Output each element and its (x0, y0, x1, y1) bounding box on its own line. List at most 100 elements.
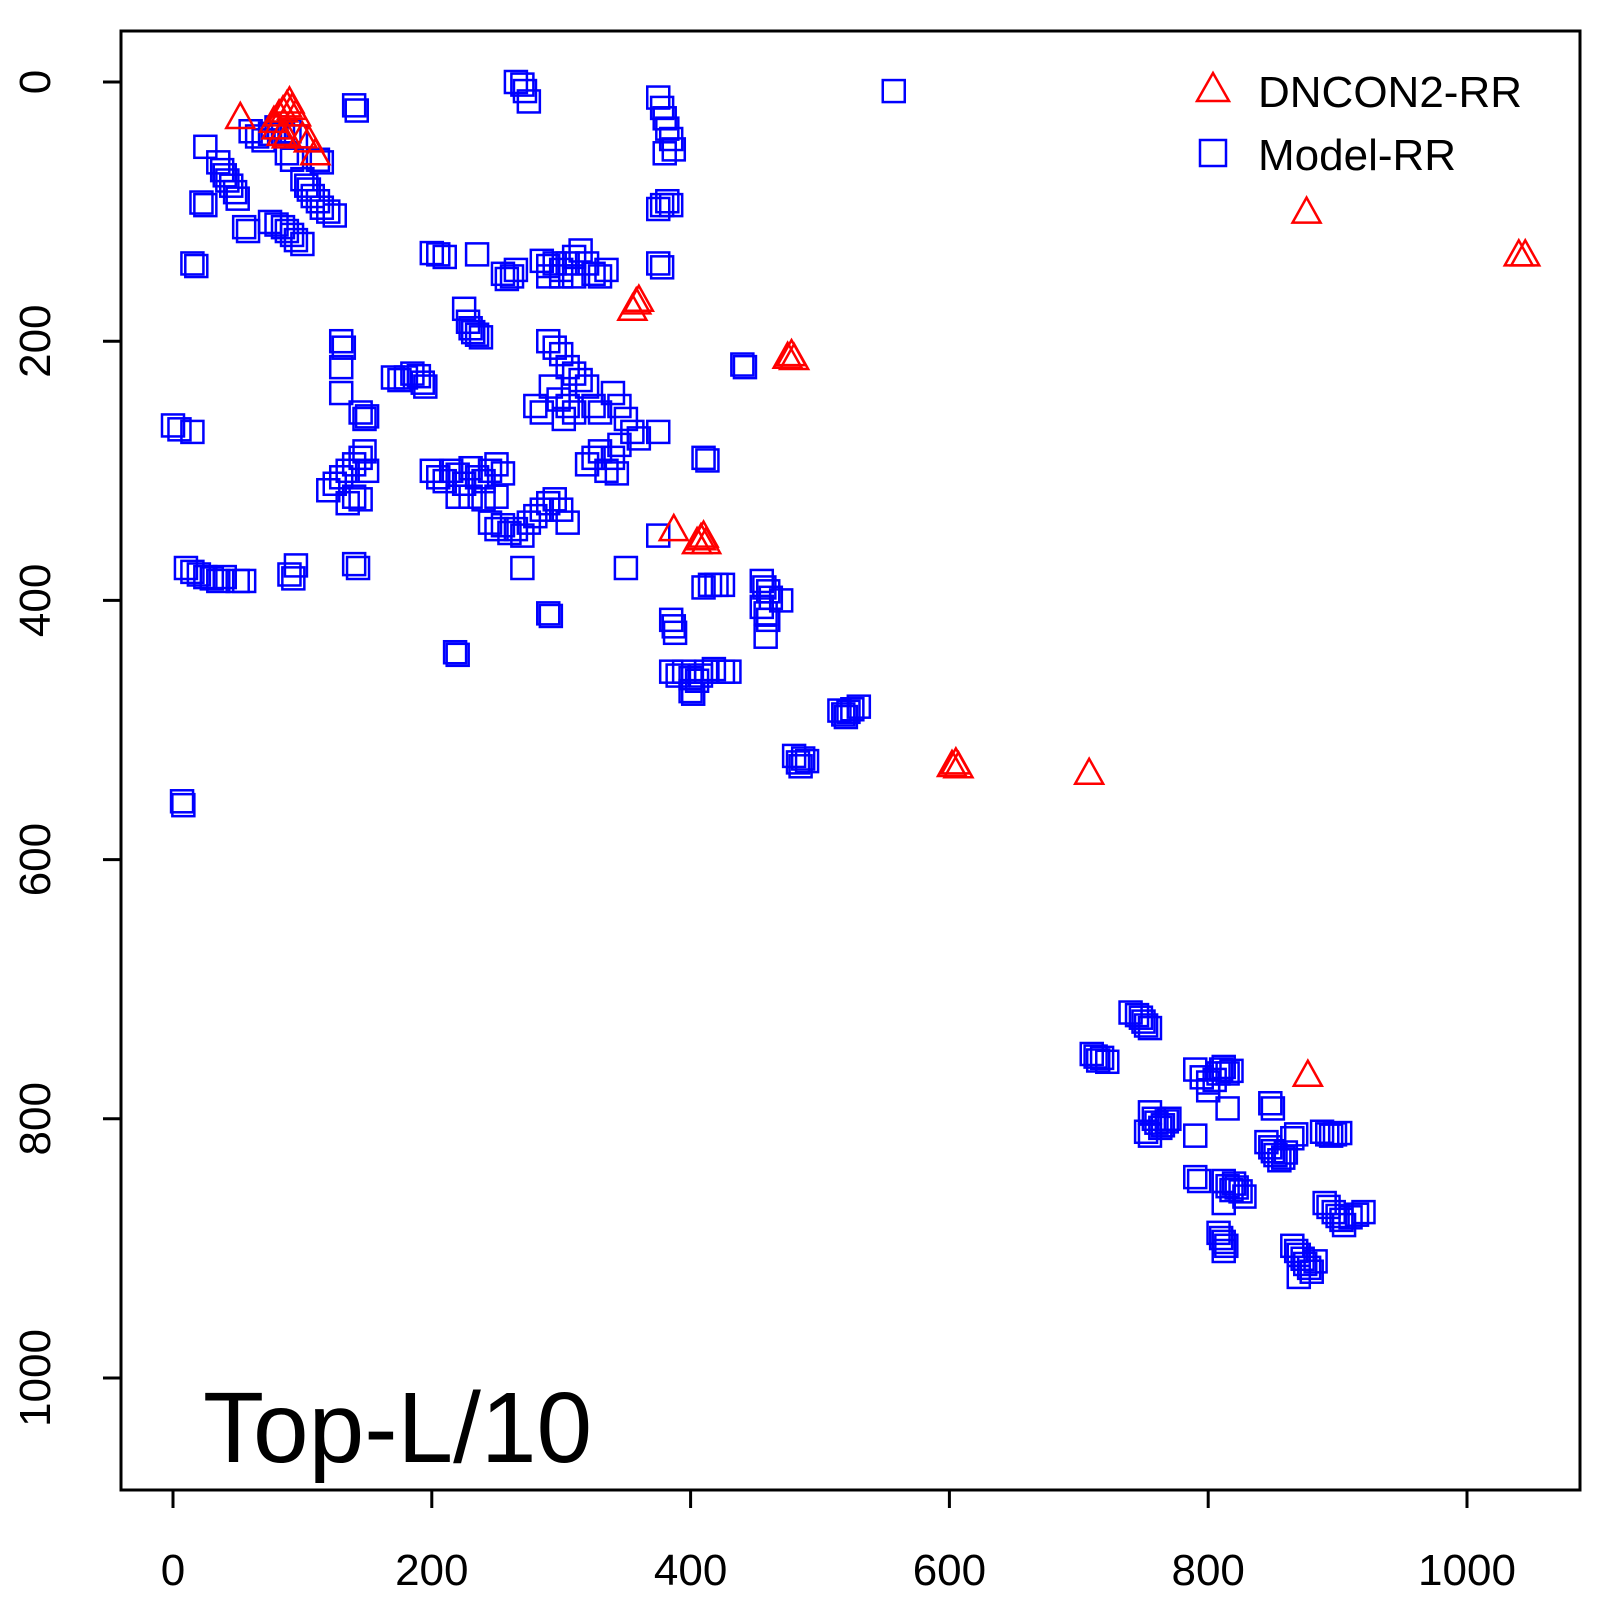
model-rr-point (523, 393, 548, 419)
model-rr-point (529, 400, 555, 425)
model-rr-point (445, 642, 470, 668)
model-rr-point (1322, 1122, 1348, 1147)
model-rr-point (701, 656, 727, 682)
model-rr-point (445, 484, 470, 509)
model-rr-point (1338, 1205, 1363, 1230)
model-rr-point (1186, 1168, 1212, 1194)
x-tick-label: 400 (654, 1546, 727, 1595)
model-rr-point (1183, 1164, 1208, 1190)
model-rr-point (184, 253, 209, 279)
model-rr-point (193, 564, 218, 590)
model-rr-point (1318, 1123, 1344, 1148)
model-rr-point (546, 387, 571, 412)
model-rr-point (831, 702, 856, 727)
model-rr-point (277, 562, 302, 587)
model-rr-point (1133, 1119, 1159, 1145)
model-rr-point (649, 255, 675, 280)
model-rr-point (516, 510, 542, 535)
dncon2-rr-point (224, 100, 257, 130)
dncon2-rr-point (286, 119, 319, 149)
model-rr-point (646, 419, 671, 445)
model-rr-point (568, 238, 593, 263)
model-rr-point (555, 251, 580, 276)
model-rr-point (257, 209, 283, 235)
model-rr-point (538, 374, 564, 399)
model-rr-point (1219, 1058, 1244, 1084)
model-rr-point (755, 607, 781, 633)
model-rr-point (477, 458, 503, 484)
dncon2-rr-point (777, 341, 811, 371)
model-rr-point (193, 134, 218, 160)
model-rr-point (613, 555, 639, 581)
model-rr-point (335, 490, 360, 516)
model-rr-point (1271, 1145, 1296, 1170)
model-rr-point (464, 242, 490, 267)
model-rr-point (274, 218, 300, 244)
model-rr-point (1211, 1054, 1236, 1080)
model-rr-point (613, 406, 639, 432)
y-tick-label: 600 (11, 823, 60, 896)
model-rr-point (536, 328, 561, 354)
model-rr-point (352, 439, 377, 464)
x-tick-label: 800 (1171, 1546, 1244, 1595)
model-rr-point (658, 659, 684, 684)
model-rr-point (484, 452, 509, 477)
legend-label-model-rr: Model-RR (1258, 131, 1456, 180)
dncon2-rr-point (771, 340, 804, 370)
model-rr-point (344, 98, 369, 123)
plot-frame (119, 29, 1582, 1492)
model-rr-point (542, 251, 567, 276)
model-rr-point (574, 374, 600, 399)
model-rr-point (186, 562, 212, 587)
model-rr-point (503, 516, 529, 542)
x-axis: 0 200 400 600 800 1000 (161, 1490, 1516, 1595)
model-rr-point (290, 231, 315, 257)
model-rr-point (218, 173, 244, 198)
model-rr-point (753, 624, 778, 649)
model-rr-point (1137, 1123, 1163, 1148)
y-tick-label: 800 (11, 1082, 60, 1155)
model-rr-point (1085, 1048, 1111, 1073)
model-rr-point (662, 620, 688, 646)
model-rr-point (199, 566, 225, 591)
model-rr-point (222, 179, 248, 205)
dncon2-rr-point (1073, 756, 1106, 786)
model-rr-point (316, 199, 341, 224)
model-rr-point (620, 419, 645, 445)
model-rr-point (536, 264, 561, 289)
model-rr-point (1327, 1120, 1353, 1146)
model-rr-point (600, 380, 626, 406)
model-rr-point (788, 754, 813, 779)
model-rr-point (1095, 1049, 1120, 1075)
model-rr-point (1232, 1184, 1257, 1209)
model-rr-point (464, 322, 490, 347)
model-rr-point (274, 141, 300, 166)
model-rr-point (581, 445, 606, 471)
x-tick-label: 0 (161, 1546, 185, 1595)
model-rr-point (328, 354, 354, 380)
model-rr-point (193, 192, 218, 218)
model-rr-point (680, 681, 706, 706)
model-rr-point (1137, 1015, 1163, 1041)
model-rr-point (189, 190, 214, 215)
model-rr-point (1303, 1249, 1328, 1274)
model-rr-point (691, 445, 716, 471)
model-rr-point (442, 639, 468, 665)
model-rr-point (607, 393, 632, 419)
model-rr-point (607, 432, 632, 458)
model-rr-point (1280, 1125, 1305, 1151)
model-rr-point (180, 559, 205, 585)
model-rr-point (413, 374, 438, 399)
model-rr-point (212, 564, 238, 590)
model-rr-point (341, 93, 367, 118)
model-rr-point (555, 354, 580, 380)
model-rr-point (1089, 1045, 1115, 1071)
model-rr-point (341, 551, 367, 577)
model-rr-point (1131, 1009, 1156, 1034)
model-rr-point (1133, 1013, 1159, 1038)
model-rr-point (331, 335, 357, 360)
model-rr-point (652, 141, 677, 166)
model-rr-point (335, 458, 360, 484)
legend-label-dncon2-rr: DNCON2-RR (1258, 68, 1522, 117)
